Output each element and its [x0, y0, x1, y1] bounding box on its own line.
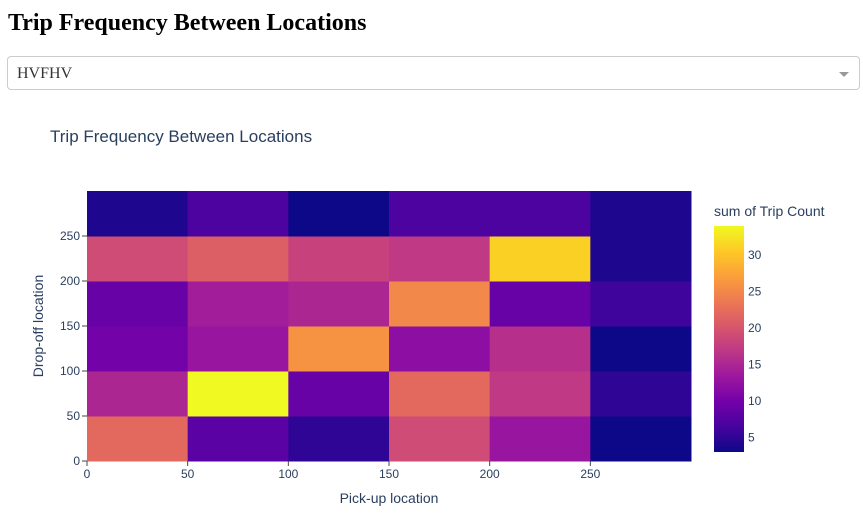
heatmap-cell	[389, 416, 491, 462]
heatmap-cell	[389, 371, 491, 417]
heatmap-cell	[187, 236, 289, 282]
heatmap-cell	[288, 281, 390, 327]
chart-title: Trip Frequency Between Locations	[50, 127, 312, 146]
heatmap-cell	[489, 191, 591, 237]
y-axis: 0 50 100 150 200 250	[60, 229, 87, 468]
heatmap-cell	[489, 281, 591, 327]
heatmap-cell	[489, 236, 591, 282]
heatmap-cell	[489, 416, 591, 462]
y-tick-label: 150	[60, 319, 80, 333]
x-tick-label: 100	[278, 467, 298, 481]
chevron-down-icon[interactable]	[839, 72, 849, 77]
heatmap-cell	[187, 191, 289, 237]
colorbar	[714, 226, 744, 452]
x-tick-label: 150	[379, 467, 399, 481]
x-axis-label: Pick-up location	[340, 490, 439, 506]
heatmap-cell	[590, 416, 692, 462]
heatmap-cell	[288, 326, 390, 372]
heatmap-cell	[389, 191, 491, 237]
heatmap-cell	[187, 371, 289, 417]
y-tick-label: 100	[60, 364, 80, 378]
colorbar-tick-label: 10	[748, 394, 762, 408]
y-axis-label: Drop-off location	[30, 275, 46, 377]
heatmap-cell	[288, 191, 390, 237]
y-tick-label: 0	[73, 454, 80, 468]
dropdown-selected-value: HVFHV	[17, 65, 73, 82]
x-axis: 0 50 100 150 200 250	[84, 461, 601, 481]
heatmap-cell	[187, 326, 289, 372]
heatmap-cells	[87, 191, 692, 462]
x-tick-label: 0	[84, 467, 91, 481]
colorbar-tick-label: 15	[748, 358, 762, 372]
heatmap-cell	[87, 281, 189, 327]
heatmap-cell	[489, 371, 591, 417]
heatmap-cell	[187, 281, 289, 327]
y-tick-label: 200	[60, 274, 80, 288]
heatmap-cell	[87, 191, 189, 237]
colorbar-tick-label: 30	[748, 248, 762, 262]
heatmap-cell	[87, 371, 189, 417]
heatmap-cell	[288, 416, 390, 462]
heatmap-cell	[389, 326, 491, 372]
colorbar-tick-label: 5	[748, 430, 755, 444]
x-tick-label: 50	[181, 467, 195, 481]
page-title: Trip Frequency Between Locations	[8, 10, 367, 36]
heatmap-cell	[590, 326, 692, 372]
heatmap-cell	[187, 416, 289, 462]
dataset-dropdown[interactable]: HVFHV	[7, 56, 860, 90]
heatmap-cell	[389, 281, 491, 327]
x-tick-label: 250	[580, 467, 600, 481]
heatmap-cell	[489, 326, 591, 372]
colorbar-tick-label: 20	[748, 321, 762, 335]
heatmap-cell	[87, 236, 189, 282]
heatmap-cell	[87, 326, 189, 372]
heatmap-cell	[288, 236, 390, 282]
heatmap-cell	[288, 371, 390, 417]
heatmap-chart: Trip Frequency Between Locations 0 50 100 1…	[30, 127, 825, 506]
colorbar-title: sum of Trip Count	[714, 203, 825, 219]
colorbar-ticks: 5 10 15 20 25 30	[748, 248, 762, 444]
heatmap-cell	[389, 236, 491, 282]
heatmap-cell	[590, 191, 692, 237]
y-tick-label: 50	[67, 409, 81, 423]
heatmap-cell	[590, 236, 692, 282]
heatmap-cell	[590, 281, 692, 327]
heatmap-cell	[590, 371, 692, 417]
colorbar-tick-label: 25	[748, 285, 762, 299]
heatmap-cell	[87, 416, 189, 462]
y-tick-label: 250	[60, 229, 80, 243]
x-tick-label: 200	[480, 467, 500, 481]
